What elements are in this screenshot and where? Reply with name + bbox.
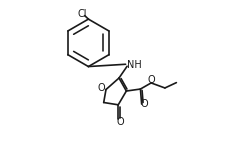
Text: O: O	[116, 117, 124, 127]
Text: O: O	[140, 99, 148, 109]
Text: Cl: Cl	[78, 9, 87, 19]
Text: NH: NH	[127, 60, 142, 70]
Text: O: O	[147, 75, 155, 85]
Text: O: O	[98, 83, 105, 93]
